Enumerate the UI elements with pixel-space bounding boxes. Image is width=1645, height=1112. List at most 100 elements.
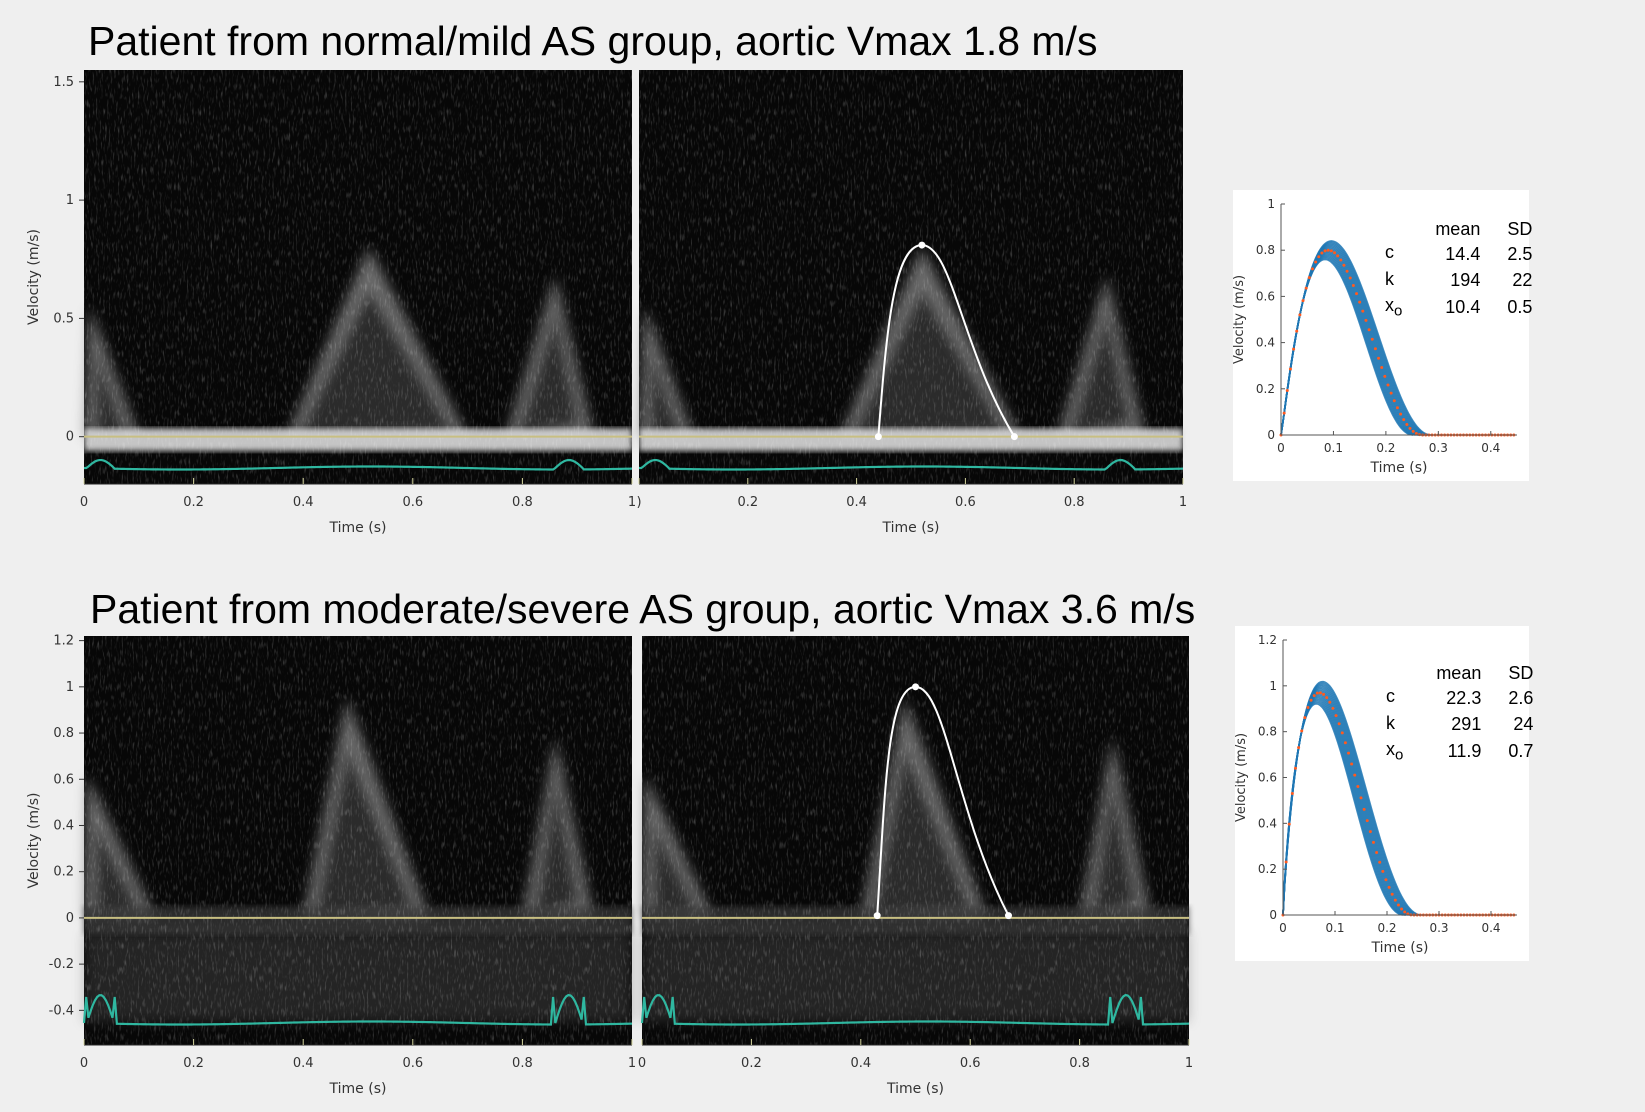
mean-fit-dot: [1392, 399, 1396, 403]
x-tick-label: 0.3: [1429, 921, 1448, 935]
mean-fit-dot: [1306, 706, 1310, 710]
top-fit-table: mean SD c 14.4 2.5 k 194 22 xo 10.4 0.5: [1385, 218, 1532, 321]
mean-fit-dot: [1387, 885, 1391, 889]
y-axis-label: Velocity (m/s): [26, 229, 42, 325]
mean-fit-dot: [1345, 269, 1349, 273]
param-sd: 2.6: [1508, 687, 1534, 708]
ecg-trace: [82, 993, 633, 1026]
x-axis-label: Time (s): [1371, 940, 1429, 956]
x-axis-label: Time (s): [329, 1081, 387, 1097]
y-tick-label: 1: [66, 193, 74, 208]
mean-fit-dot: [1389, 391, 1393, 395]
param-sd: 22: [1512, 270, 1533, 291]
x-axis-label: Time (s): [882, 520, 940, 536]
header-sd: SD: [1508, 663, 1534, 683]
x-tick-label: 0: [80, 1056, 88, 1071]
x-tick-label: ): [636, 495, 641, 510]
param-label: xo: [1386, 738, 1419, 765]
x-axis-label: Time (s): [329, 520, 387, 536]
x-tick-label: 1: [1185, 1056, 1193, 1071]
x-tick-label: 1: [628, 1056, 636, 1071]
speckle-texture: [84, 636, 632, 1045]
y-tick-label: 0.8: [1258, 725, 1277, 739]
param-label: xo: [1385, 294, 1418, 321]
y-tick-label: 1.2: [53, 634, 74, 649]
mean-fit-dot: [1383, 374, 1387, 378]
mean-fit-dot: [1399, 412, 1403, 416]
mean-fit-dot: [1400, 907, 1404, 911]
x-tick-label: 0.2: [1377, 921, 1396, 935]
table-row: c 22.3 2.6: [1386, 685, 1533, 712]
axes-bottom-right: 0 0.1 0.2 0.3 0.4 0 0.2 0.4 0.6 0.8 1 1.2 Time (s) Ve…: [1234, 633, 1517, 956]
param-mean: 11.9: [1447, 740, 1482, 761]
mean-fit-dot: [1386, 383, 1390, 387]
param-sd: 2.5: [1507, 243, 1533, 264]
x-tick-label: 1: [1179, 495, 1187, 510]
axes-top-middle: ) 0.2 0.4 0.6 0.8 1 Time (s): [636, 478, 1187, 536]
trace-marker: [874, 433, 882, 441]
mean-fit-dot: [1373, 347, 1377, 351]
mean-fit-dot: [1375, 851, 1379, 855]
param-mean: 10.4: [1445, 296, 1481, 317]
y-tick-label: 0.4: [1256, 336, 1275, 350]
mean-fit-dot: [1364, 318, 1368, 322]
mean-fit-dot: [1323, 249, 1327, 253]
y-tick-label: 0.5: [53, 311, 74, 326]
bottom-title: Patient from moderate/severe AS group, a…: [90, 586, 1196, 632]
header-label: [1385, 218, 1418, 241]
y-tick-label: 0.8: [53, 726, 74, 741]
y-tick-label: 0.2: [53, 865, 74, 880]
param-mean: 14.4: [1445, 243, 1481, 264]
x-tick-label: 0: [1277, 441, 1285, 455]
mean-fit-dot: [1390, 892, 1394, 896]
x-tick-label: 0.2: [1376, 441, 1395, 455]
mean-fit-dot: [1331, 706, 1335, 710]
fit-curves: [1282, 680, 1422, 916]
mean-fit-dot: [1317, 255, 1321, 259]
x-tick-label: 0.1: [1324, 441, 1343, 455]
mean-fit-dot: [1358, 300, 1362, 304]
x-tick-label: 1: [628, 495, 636, 510]
param-name: k: [1385, 268, 1394, 289]
table-header: mean SD: [1386, 662, 1533, 685]
x-tick-label: 0.2: [741, 1056, 762, 1071]
mean-fit-dot: [1365, 819, 1369, 823]
mean-fit-dot: [1402, 418, 1406, 422]
x-tick-label: 0.8: [1064, 495, 1085, 510]
mean-fit-dot: [1336, 254, 1340, 258]
mean-fit-dot: [1318, 691, 1322, 695]
mean-fit-dot: [1343, 741, 1347, 745]
mean-fit-dot: [1361, 309, 1365, 313]
x-tick-label: 0: [1279, 921, 1287, 935]
x-tick-label: 0.4: [850, 1056, 871, 1071]
y-tick-label: 0.2: [1258, 862, 1277, 876]
mean-fit-dot: [1393, 898, 1397, 902]
y-tick-label: 0.4: [53, 818, 74, 833]
doppler-panel-top-middle: ) 0.2 0.4 0.6 0.8 1 Time (s): [636, 70, 1187, 536]
mean-fit-dot: [1351, 284, 1355, 288]
x-tick-label: 0.4: [846, 495, 867, 510]
param-name: c: [1385, 242, 1394, 262]
mean-fit-dot: [1326, 248, 1330, 252]
header-mean: mean: [1435, 219, 1481, 239]
mean-fit-dot: [1337, 722, 1341, 726]
mean-fit-dot: [1371, 840, 1375, 844]
table-row: c 14.4 2.5: [1385, 241, 1532, 268]
mean-fit-dot: [1377, 356, 1381, 360]
trace-marker: [1004, 912, 1012, 920]
axes-bottom-left: 0 0.2 0.4 0.6 0.8 1 -0.4 -0.2 0 0.2 0.4 0.6 0.8 1 1.2 T…: [26, 634, 636, 1097]
param-subscript: o: [1395, 746, 1404, 764]
mean-fit-dot: [1304, 286, 1308, 290]
y-tick-label: 1.2: [1258, 633, 1277, 647]
x-axis-label: Time (s): [886, 1081, 944, 1097]
mean-fit-dot: [1300, 729, 1304, 733]
y-axis-label: Velocity (m/s): [1232, 275, 1247, 364]
mean-fit-dot: [1342, 263, 1346, 267]
mean-fit-dot: [1298, 313, 1302, 317]
mean-fit-dot: [1414, 431, 1418, 435]
y-tick-label: -0.2: [49, 957, 74, 972]
mean-fit-dot: [1320, 251, 1324, 255]
param-sd: 24: [1513, 714, 1534, 735]
mean-fit-dot: [1295, 329, 1299, 333]
y-tick-label: 0: [66, 911, 74, 926]
